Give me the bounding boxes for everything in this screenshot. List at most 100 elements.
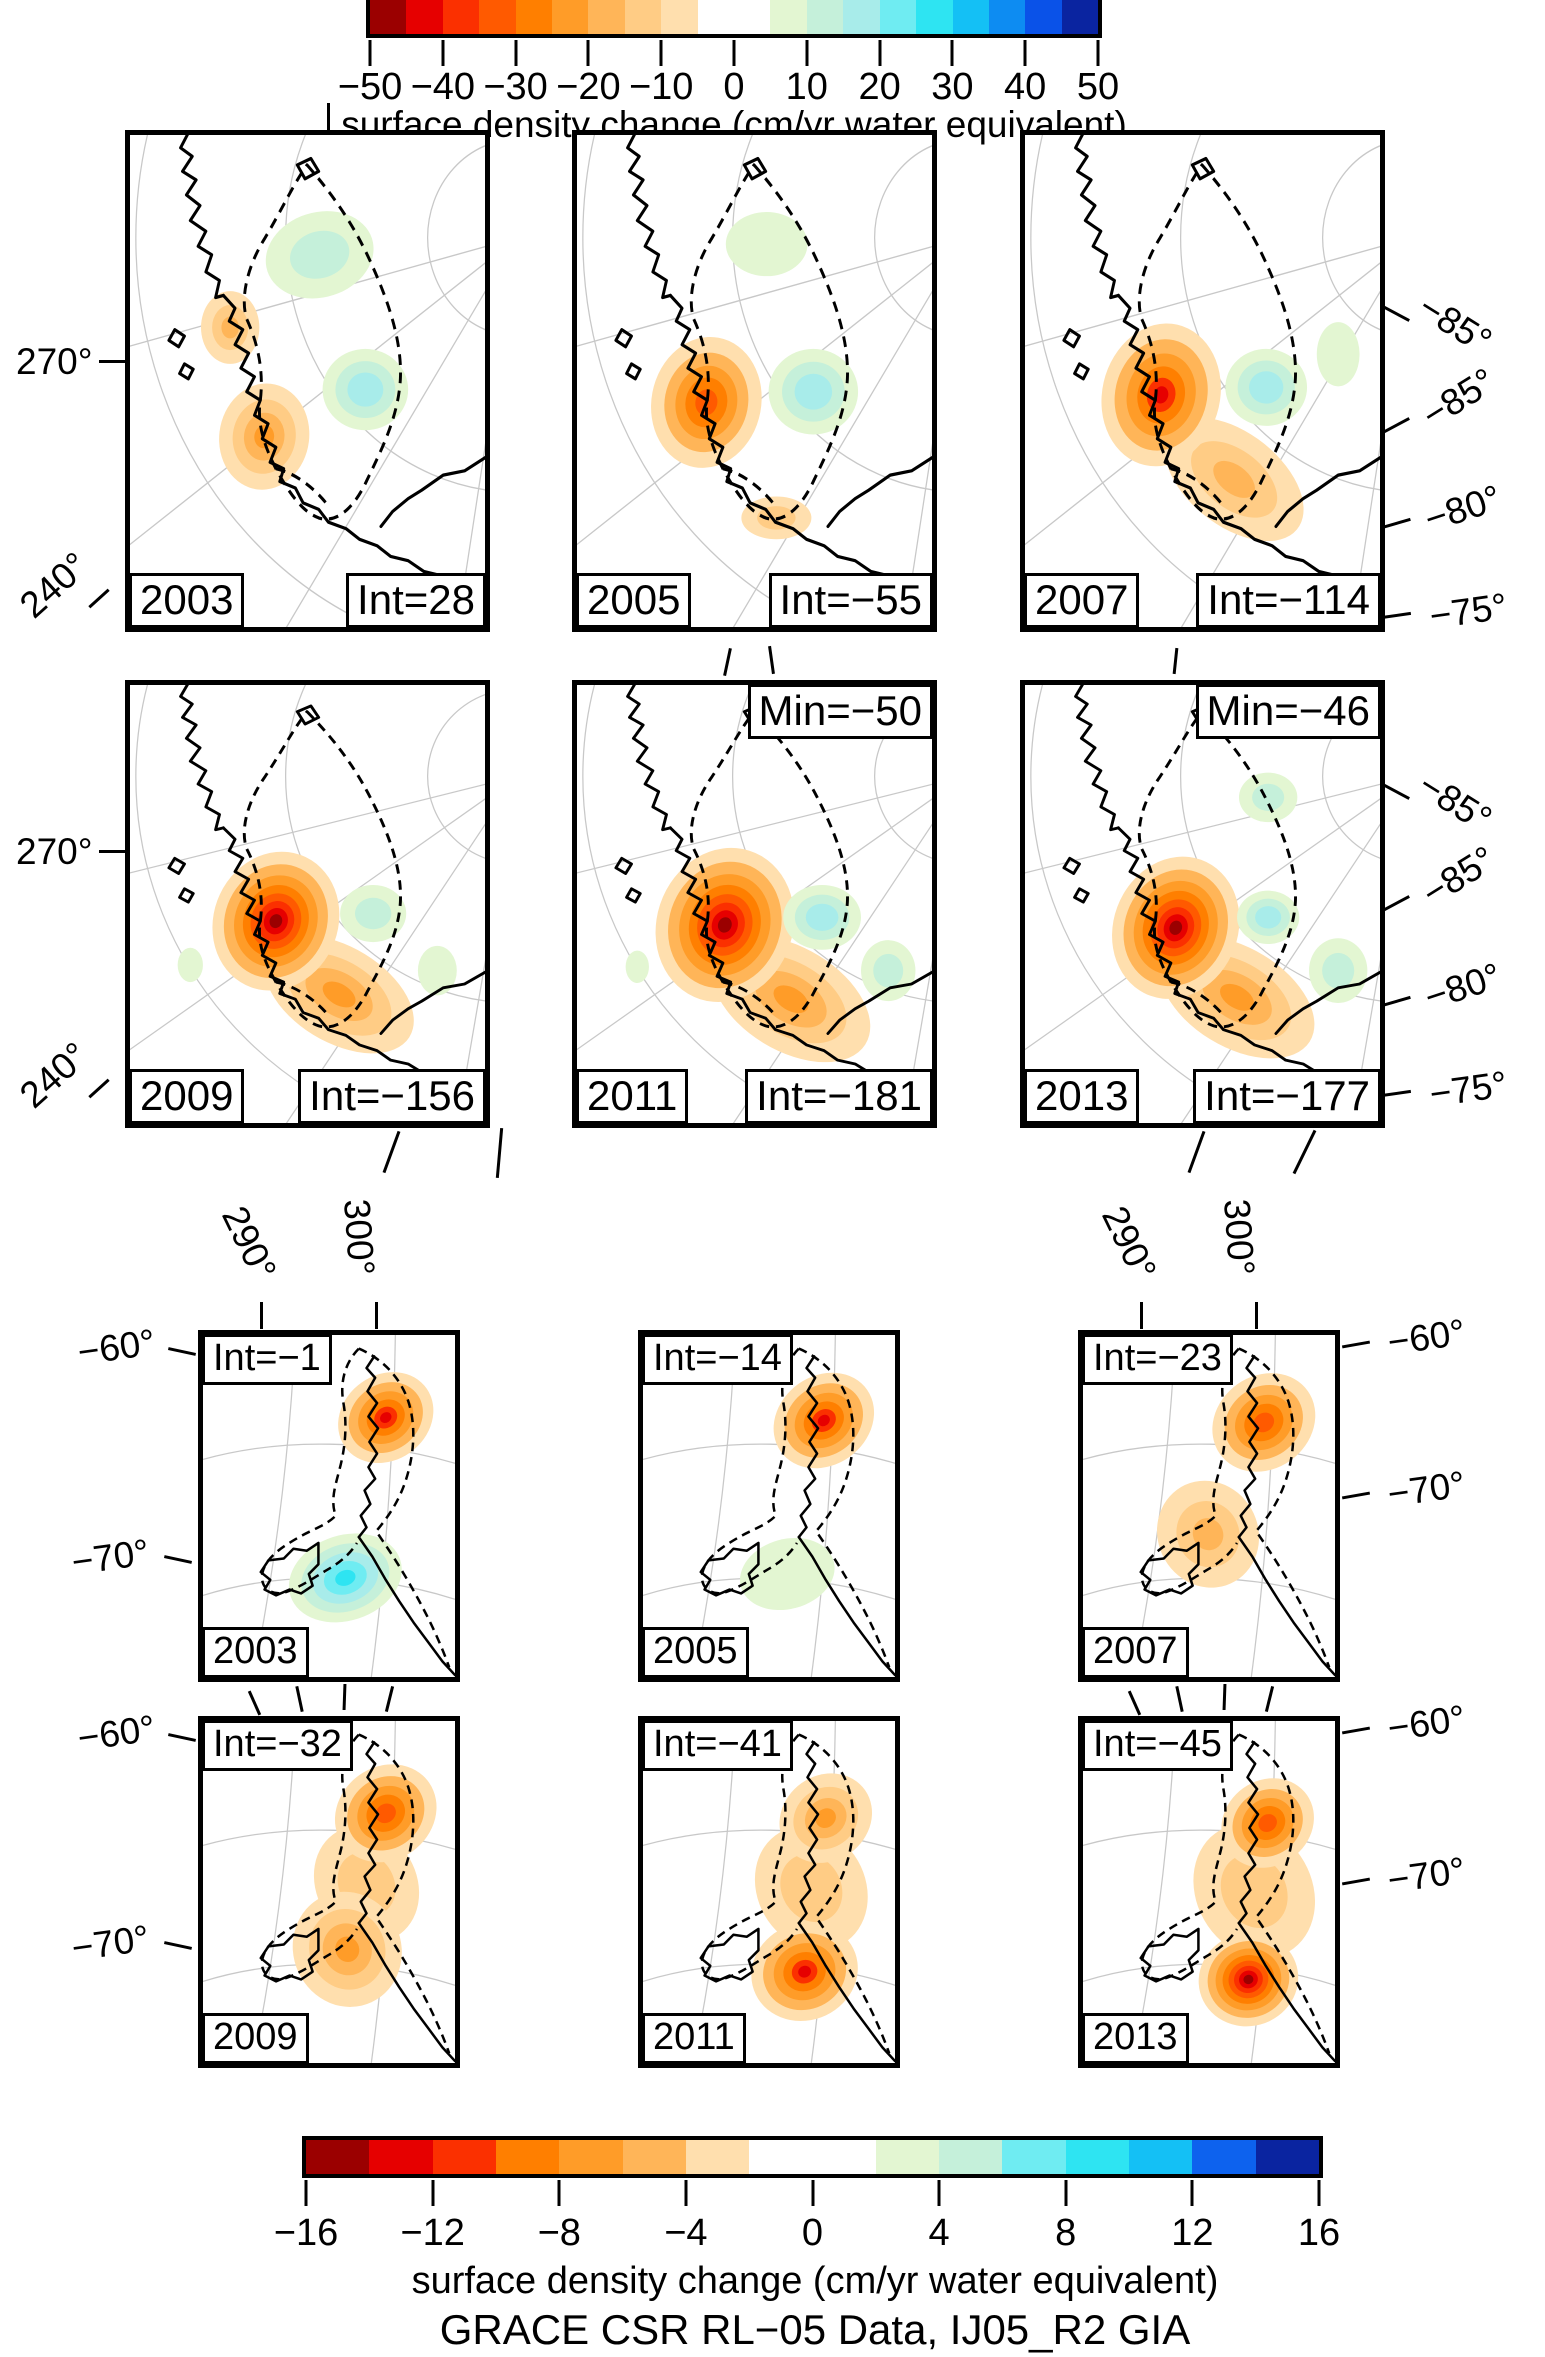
- colorbar-tick: [514, 40, 518, 66]
- colorbar-segment: [770, 0, 807, 34]
- colorbar-tick: [950, 40, 954, 66]
- colorbar-segment: [1129, 2140, 1193, 2174]
- graticule-tick: [1341, 1726, 1371, 1735]
- lat-label-70: −70°: [1385, 1849, 1468, 1901]
- colorbar-segment: [1025, 0, 1062, 34]
- bottom-colorbar: [302, 2136, 1323, 2178]
- graticule-tick: [382, 1130, 401, 1174]
- colorbar-tick: [805, 40, 809, 66]
- colorbar-tick: [431, 2180, 435, 2206]
- lon-label-270: 270°: [16, 831, 93, 872]
- graticule-tick: [295, 1685, 304, 1713]
- lon-label-270: 270°: [16, 341, 93, 382]
- colorbar-segment: [843, 0, 880, 34]
- antarctic-peninsula-map: [203, 1721, 455, 2063]
- graticule-tick: [1341, 1340, 1371, 1349]
- graticule-tick: [99, 360, 125, 363]
- top-colorbar: [366, 0, 1102, 38]
- colorbar-tick-label: −20: [556, 66, 621, 108]
- map-panel-pen-2013: Int=−45 2013: [1078, 1716, 1340, 2068]
- map-panel-pen-2003: Int=−1 2003: [198, 1330, 460, 1682]
- graticule-tick: [167, 1733, 197, 1742]
- lon-label-240: 240°: [11, 544, 97, 626]
- west-antarctica-map: [577, 135, 932, 627]
- colorbar-segment: [661, 0, 698, 34]
- graticule-tick: [1255, 1302, 1258, 1329]
- year-label: 2003: [203, 1626, 309, 1677]
- integral-label: Int=−114: [1196, 572, 1380, 627]
- colorbar-tick-label: 50: [1076, 66, 1120, 108]
- colorbar-tick: [684, 2180, 688, 2206]
- colorbar-segment: [879, 0, 917, 34]
- colorbar-tick-label: 30: [931, 66, 974, 108]
- bottom-colorbar-title: surface density change (cm/yr water equi…: [411, 2260, 1219, 2302]
- graticule-tick: [723, 647, 732, 677]
- graticule-tick: [1382, 895, 1410, 912]
- colorbar-segment: [370, 0, 407, 34]
- colorbar-segment: [806, 0, 844, 34]
- year-label: 2013: [1083, 2012, 1189, 2063]
- colorbar-tick: [1064, 2180, 1068, 2206]
- antarctic-peninsula-map: [643, 1721, 895, 2063]
- lat-label-60: −60°: [1385, 1311, 1468, 1363]
- lon-label-300: 300°: [1216, 1197, 1263, 1277]
- west-antarctica-map: [130, 685, 485, 1123]
- map-panel-wa-2007: 2007 Int=−114: [1020, 130, 1385, 632]
- graticule-tick: [768, 645, 775, 675]
- integral-label: Int=−1: [203, 1335, 332, 1386]
- lat-label-80: −80°: [1419, 477, 1506, 541]
- graticule-tick: [384, 1686, 395, 1712]
- colorbar-segment: [875, 2140, 940, 2174]
- colorbar-segment: [749, 2140, 813, 2174]
- colorbar-segment: [939, 2140, 1003, 2174]
- graticule-tick: [1380, 1089, 1412, 1098]
- colorbar-tick-label: 16: [1297, 2212, 1341, 2254]
- colorbar-segment: [1061, 0, 1099, 34]
- graticule-tick: [163, 1555, 193, 1564]
- colorbar-segment: [406, 0, 443, 34]
- colorbar-tick-label: 4: [928, 2212, 950, 2254]
- graticule-tick: [1175, 1685, 1184, 1713]
- colorbar-segment: [952, 0, 989, 34]
- graticule-tick: [1292, 1129, 1317, 1175]
- lat-label-85: −85°: [1411, 286, 1499, 363]
- graticule-tick: [260, 1302, 263, 1329]
- year-label: 2005: [643, 1626, 749, 1677]
- integral-label: Int=−156: [298, 1068, 485, 1123]
- lat-label-85: −85°: [1414, 360, 1503, 436]
- colorbar-segment: [1065, 2140, 1130, 2174]
- integral-label: Int=−41: [643, 1721, 793, 1772]
- colorbar-segment: [495, 2140, 560, 2174]
- colorbar-segment: [697, 0, 735, 34]
- colorbar-tick: [659, 40, 663, 66]
- colorbar-tick-label: −50: [337, 66, 403, 108]
- map-panel-pen-2011: Int=−41 2011: [638, 1716, 900, 2068]
- colorbar-segment: [624, 0, 662, 34]
- colorbar-tick-label: −12: [400, 2212, 465, 2254]
- graticule-tick: [327, 103, 330, 130]
- graticule-tick: [1382, 417, 1410, 434]
- colorbar-tick-label: −8: [537, 2212, 581, 2254]
- colorbar-segment: [588, 0, 625, 34]
- year-label: 2005: [577, 572, 692, 627]
- colorbar-tick: [1317, 2180, 1321, 2206]
- graticule-tick: [1127, 1690, 1142, 1716]
- colorbar-tick: [1096, 40, 1100, 66]
- graticule-tick: [342, 1683, 347, 1711]
- year-label: 2011: [577, 1068, 689, 1123]
- west-antarctica-map: [1025, 685, 1380, 1123]
- west-antarctica-map: [577, 685, 932, 1123]
- colorbar-segment: [1002, 2140, 1066, 2174]
- graticule-tick: [1381, 995, 1411, 1008]
- map-panel-wa-2013: Min=−46 2013 Int=−177: [1020, 680, 1385, 1128]
- graticule-tick: [163, 1941, 193, 1950]
- graticule-tick: [88, 588, 110, 609]
- colorbar-tick: [368, 40, 372, 66]
- colorbar-tick-label: 0: [801, 2212, 824, 2254]
- antarctic-peninsula-map: [643, 1335, 895, 1677]
- minimum-label: Min=−46: [1195, 685, 1380, 740]
- colorbar-tick-label: −16: [273, 2212, 339, 2254]
- colorbar-tick: [732, 40, 736, 66]
- antarctic-peninsula-map: [203, 1335, 455, 1677]
- antarctic-peninsula-map: [1083, 1721, 1335, 2063]
